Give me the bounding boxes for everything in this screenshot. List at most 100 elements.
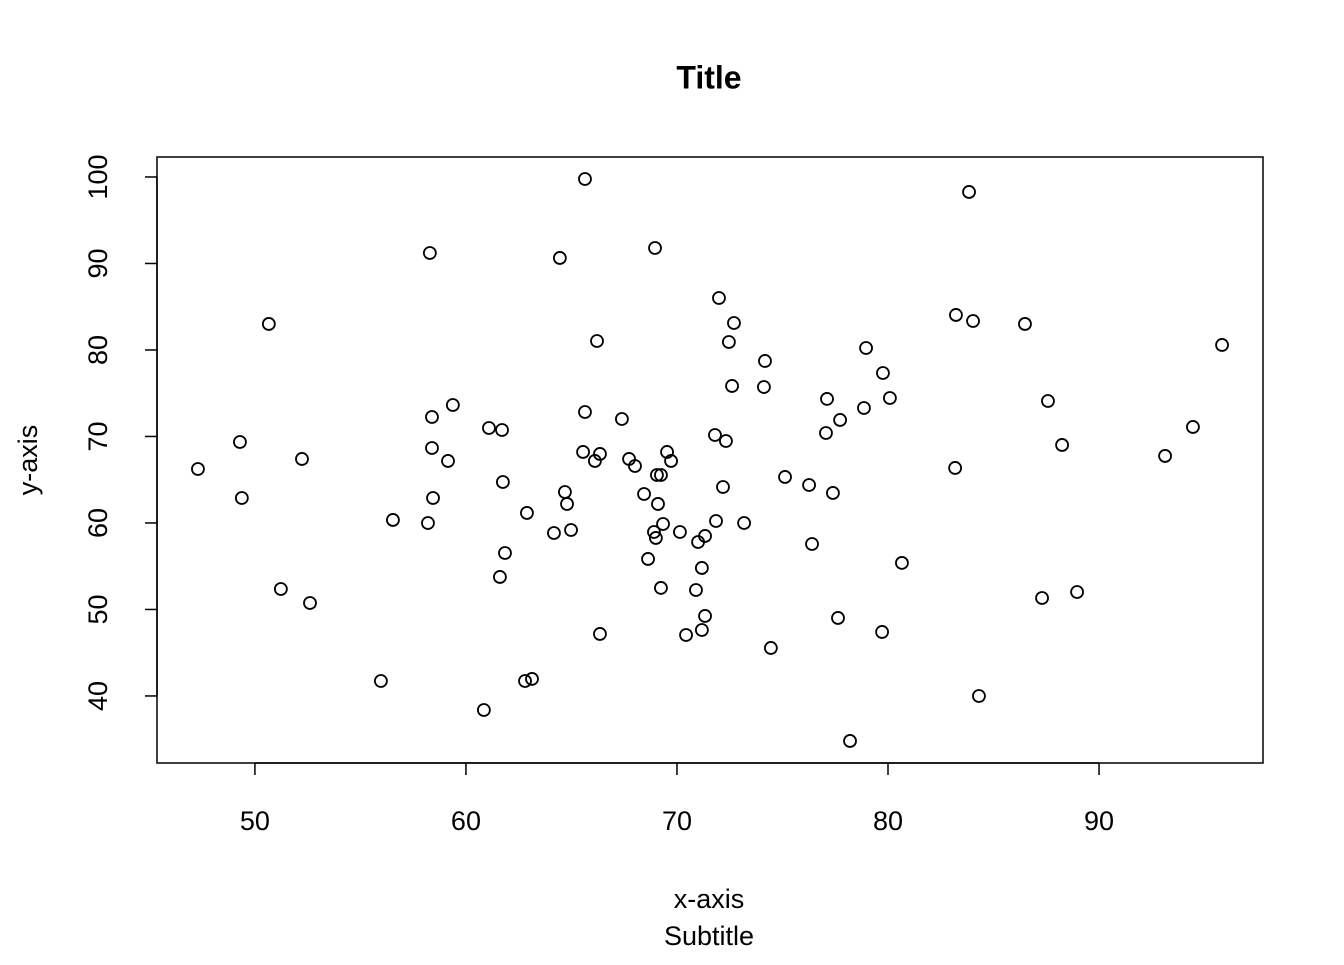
- point: [698, 609, 712, 623]
- point: [831, 611, 845, 625]
- point: [843, 734, 857, 748]
- point: [1070, 585, 1084, 599]
- y-tick-label: 60: [83, 508, 113, 538]
- point: [876, 366, 890, 380]
- point: [698, 529, 712, 543]
- point: [651, 497, 665, 511]
- point: [820, 392, 834, 406]
- y-tick-label: 40: [83, 681, 113, 711]
- point: [234, 491, 249, 505]
- point: [422, 246, 437, 260]
- point: [628, 459, 642, 473]
- point: [805, 537, 819, 551]
- point: [664, 454, 678, 468]
- point: [757, 380, 771, 394]
- point: [476, 703, 491, 717]
- point: [857, 401, 871, 415]
- point: [445, 398, 460, 412]
- point: [637, 487, 651, 501]
- point: [712, 291, 726, 305]
- point: [518, 674, 532, 688]
- point: [425, 410, 439, 424]
- point: [441, 454, 455, 468]
- point: [708, 428, 722, 442]
- point: [966, 314, 980, 328]
- point: [425, 441, 439, 455]
- point: [679, 628, 693, 642]
- point: [875, 625, 889, 639]
- point: [374, 674, 388, 688]
- point: [560, 497, 574, 511]
- point: [593, 447, 607, 461]
- point: [895, 556, 909, 570]
- point: [673, 525, 687, 539]
- point: [826, 486, 840, 500]
- point: [1018, 317, 1032, 331]
- point: [576, 445, 590, 459]
- point: [593, 627, 607, 641]
- point: [1041, 394, 1055, 408]
- point: [648, 241, 662, 255]
- point: [962, 185, 976, 199]
- point: [295, 452, 309, 466]
- y-axis-label: y-axis: [13, 425, 43, 496]
- point: [641, 552, 655, 566]
- point: [520, 506, 534, 520]
- point: [709, 514, 723, 528]
- point: [261, 317, 276, 331]
- y-tick-label: 50: [83, 594, 113, 624]
- point: [778, 470, 792, 484]
- point: [1215, 338, 1229, 352]
- point: [525, 672, 539, 686]
- point: [590, 334, 604, 348]
- point: [689, 583, 703, 597]
- point: [819, 426, 833, 440]
- point: [1055, 438, 1070, 452]
- y-tick-label: 100: [83, 154, 113, 199]
- point: [564, 523, 578, 537]
- point: [721, 335, 736, 349]
- point: [716, 480, 730, 494]
- point: [654, 468, 668, 482]
- point: [656, 517, 670, 531]
- point: [421, 516, 435, 530]
- point: [660, 445, 674, 459]
- point: [647, 525, 661, 539]
- point: [650, 468, 664, 482]
- chart-title: Title: [676, 59, 741, 95]
- point: [972, 689, 986, 703]
- point: [386, 513, 400, 527]
- x-tick-label: 60: [451, 806, 481, 836]
- y-tick-label: 90: [83, 248, 113, 278]
- subtitle: Subtitle: [664, 921, 754, 951]
- point: [498, 546, 512, 560]
- point: [495, 475, 510, 489]
- point: [737, 516, 751, 530]
- x-tick-label: 70: [662, 806, 692, 836]
- point: [694, 561, 709, 575]
- point: [1035, 591, 1049, 605]
- point: [1186, 420, 1200, 434]
- point: [883, 391, 897, 405]
- point: [948, 461, 963, 475]
- point: [727, 316, 741, 330]
- point: [495, 423, 509, 437]
- point: [758, 354, 772, 368]
- x-axis-label: x-axis: [674, 884, 745, 914]
- point: [725, 379, 739, 393]
- y-tick-label: 80: [83, 335, 113, 365]
- point: [654, 581, 668, 595]
- point: [719, 434, 733, 448]
- point: [578, 172, 592, 186]
- point: [552, 251, 567, 265]
- y-tick-label: 70: [83, 421, 113, 451]
- point: [273, 582, 288, 596]
- point: [482, 421, 496, 435]
- point: [493, 570, 507, 584]
- point: [426, 491, 440, 505]
- point: [1158, 449, 1172, 463]
- x-tick-label: 80: [873, 806, 903, 836]
- point: [859, 341, 873, 355]
- point: [614, 412, 629, 426]
